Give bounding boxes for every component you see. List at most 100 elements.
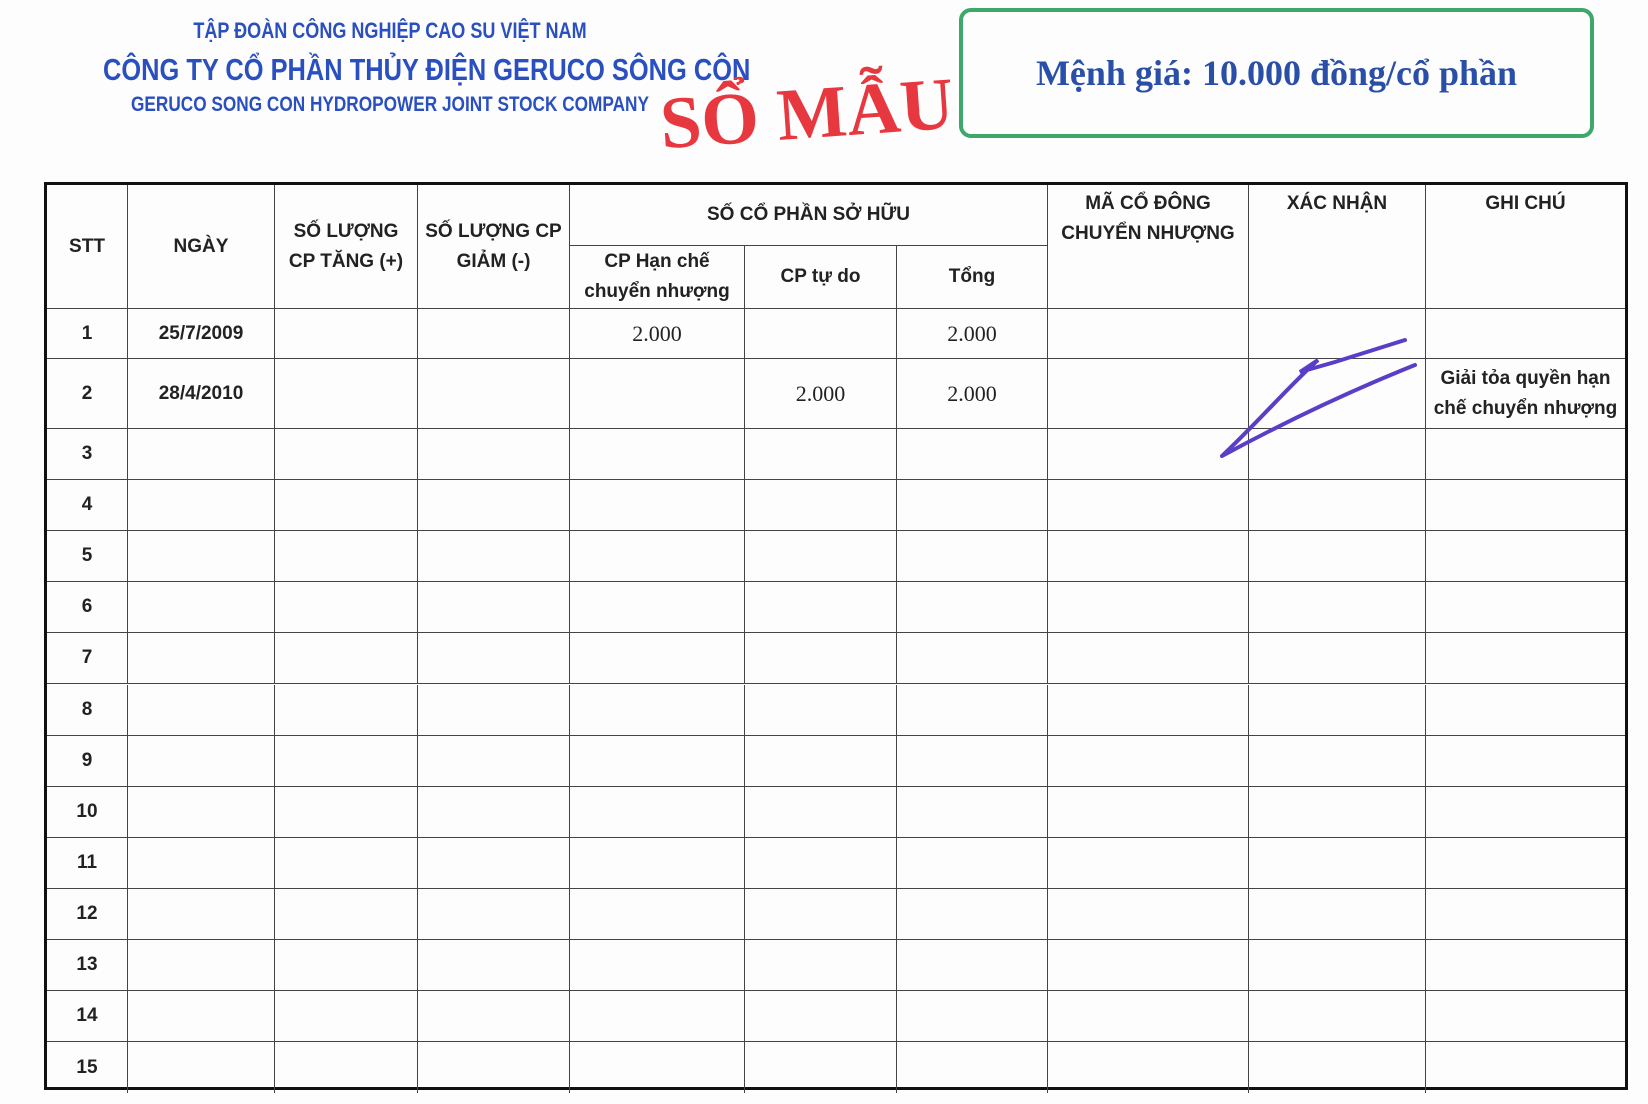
empty-cell <box>128 480 275 532</box>
table-cell: Giải tỏa quyền hạn chế chuyển nhượng <box>1426 359 1625 429</box>
empty-cell <box>1249 786 1426 838</box>
empty-cell <box>128 429 275 481</box>
empty-cell <box>1426 991 1625 1043</box>
empty-cell <box>275 429 418 481</box>
empty-cell <box>897 480 1048 532</box>
empty-cell <box>1426 685 1625 736</box>
empty-cell <box>1048 837 1249 889</box>
empty-cell <box>1426 480 1625 532</box>
empty-cell <box>1048 1042 1249 1094</box>
empty-cell <box>745 837 897 889</box>
empty-cell <box>570 888 745 940</box>
empty-cell <box>418 837 570 889</box>
table-cell: 6 <box>47 582 128 634</box>
empty-cell <box>570 531 745 583</box>
empty-cell <box>418 633 570 685</box>
empty-cell <box>1048 684 1249 736</box>
empty-cell <box>275 735 418 787</box>
empty-cell <box>1048 429 1249 481</box>
empty-cell <box>128 837 275 889</box>
table-cell: 9 <box>47 735 128 787</box>
empty-cell <box>897 940 1048 992</box>
empty-cell <box>570 735 745 787</box>
table-cell: 25/7/2009 <box>128 309 275 359</box>
empty-cell <box>897 582 1048 634</box>
header-cell: STT <box>47 185 128 309</box>
empty-cell <box>897 786 1048 838</box>
table-cell: 13 <box>47 940 128 992</box>
empty-cell <box>1249 531 1426 583</box>
empty-cell <box>1048 786 1249 838</box>
empty-cell <box>1048 309 1249 359</box>
empty-cell <box>1426 736 1625 787</box>
empty-cell <box>275 480 418 532</box>
empty-cell <box>570 633 745 685</box>
empty-cell <box>128 735 275 787</box>
empty-cell <box>418 786 570 838</box>
empty-cell <box>275 786 418 838</box>
register-table: STT NGÀY SỐ LƯỢNG CP TĂNG (+) SỐ LƯỢNG CP G… <box>44 182 1628 1094</box>
empty-cell <box>570 786 745 838</box>
subheader-cell: Tổng <box>897 246 1048 309</box>
table-cell: 14 <box>47 991 128 1043</box>
empty-cell <box>275 991 418 1043</box>
empty-cell <box>1249 684 1426 736</box>
empty-cell <box>128 531 275 583</box>
empty-cell <box>1249 633 1426 685</box>
empty-cell <box>897 1042 1048 1094</box>
empty-cell <box>418 991 570 1043</box>
company-name: CÔNG TY CỔ PHẦN THỦY ĐIỆN GERUCO SÔNG CÔ… <box>103 52 751 87</box>
empty-cell <box>745 633 897 685</box>
empty-cell <box>745 1042 897 1094</box>
table-cell: 2 <box>47 359 128 429</box>
table-cell: 11 <box>47 837 128 889</box>
header-cell: NGÀY <box>128 185 275 309</box>
empty-cell <box>275 684 418 736</box>
empty-cell <box>1249 359 1426 429</box>
empty-cell <box>745 684 897 736</box>
empty-cell <box>745 480 897 532</box>
empty-cell <box>570 429 745 481</box>
table-cell: 7 <box>47 633 128 685</box>
table-cell: 10 <box>47 786 128 838</box>
empty-cell <box>1249 480 1426 532</box>
empty-cell <box>570 684 745 736</box>
empty-cell <box>418 582 570 634</box>
empty-cell <box>418 309 570 359</box>
empty-cell <box>745 735 897 787</box>
empty-cell <box>1426 1042 1625 1093</box>
empty-cell <box>1426 889 1625 940</box>
empty-cell <box>745 309 897 359</box>
empty-cell <box>1426 582 1625 634</box>
table-cell: 4 <box>47 480 128 532</box>
empty-cell <box>275 633 418 685</box>
table-cell: 8 <box>47 684 128 736</box>
header-cell: GHI CHÚ <box>1426 185 1625 309</box>
table-cell: 3 <box>47 429 128 481</box>
empty-cell <box>1249 582 1426 634</box>
empty-cell <box>745 888 897 940</box>
empty-cell <box>570 837 745 889</box>
empty-cell <box>1249 309 1426 359</box>
empty-cell <box>1048 531 1249 583</box>
empty-cell <box>570 582 745 634</box>
empty-cell <box>897 735 1048 787</box>
header-cell: SỐ LƯỢNG CP GIẢM (-) <box>418 185 570 309</box>
empty-cell <box>897 429 1048 481</box>
empty-cell <box>128 786 275 838</box>
empty-cell <box>1249 991 1426 1043</box>
empty-cell <box>897 684 1048 736</box>
empty-cell <box>1249 429 1426 481</box>
empty-cell <box>897 633 1048 685</box>
empty-cell <box>1249 837 1426 889</box>
header-cell: SỐ CỔ PHẦN SỞ HỮU <box>570 185 1048 246</box>
table-cell: 15 <box>47 1042 128 1094</box>
empty-cell <box>897 991 1048 1043</box>
empty-cell <box>275 582 418 634</box>
empty-cell <box>897 531 1048 583</box>
table-cell: 2.000 <box>745 359 897 429</box>
empty-cell <box>128 633 275 685</box>
table-cell: 12 <box>47 888 128 940</box>
empty-cell <box>1249 1042 1426 1094</box>
empty-cell <box>275 359 418 429</box>
